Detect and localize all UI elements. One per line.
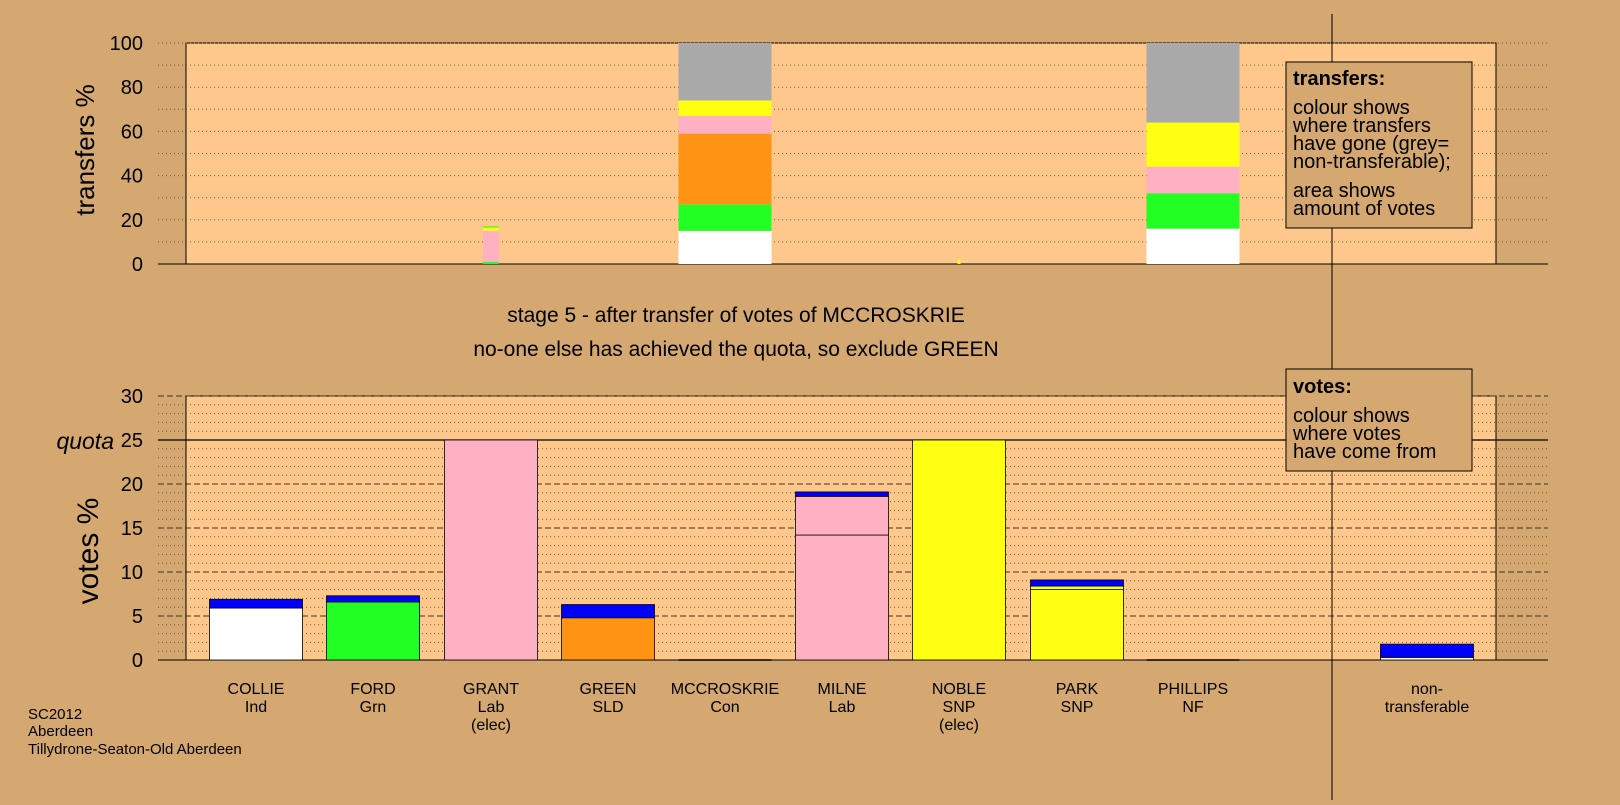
vote-bar-park-yellow: [1030, 589, 1124, 661]
candidate-label-milne-name: MILNE: [818, 681, 867, 698]
transfer-bar-phillips-yellow: [1146, 122, 1240, 167]
candidate-label-milne-party: Lab: [829, 699, 856, 716]
transfer-bar-phillips-pink: [1146, 166, 1240, 194]
transfer-bar-grant-yellow: [483, 227, 499, 231]
transfers-legend-line: where transfers: [1292, 115, 1431, 137]
votes-legend: votes: colour shows where votes have com…: [1285, 368, 1473, 472]
vote-bar-ford-green: [326, 601, 420, 661]
votes-y-axis-label: votes %: [72, 498, 105, 605]
transfers-legend-line: amount of votes: [1293, 198, 1435, 220]
transfers-legend-line: colour shows: [1293, 97, 1410, 119]
footer: SC2012 Aberdeen Tillydrone-Seaton-Old Ab…: [28, 706, 242, 758]
transfers-legend-line: area shows: [1293, 180, 1395, 202]
transfers-legend-line: non-transferable);: [1293, 151, 1451, 173]
candidate-label-phillips-party: NF: [1182, 699, 1204, 716]
votes-tick-label: 25: [121, 430, 143, 452]
footer-line-1: SC2012: [28, 706, 82, 723]
candidate-label-ford-party: Grn: [360, 699, 387, 716]
candidate-label-grant-status: (elec): [471, 717, 511, 734]
votes-tick-label: 10: [121, 562, 143, 584]
transfers-plot-area: [185, 42, 1497, 265]
transfers-legend-line: have gone (grey=: [1293, 133, 1449, 155]
votes-tick-label: 20: [121, 474, 143, 496]
votes-tick-label: 0: [132, 650, 143, 672]
transfers-tick-label: 0: [132, 254, 143, 276]
transfer-bar-phillips-non-transferable: [1146, 43, 1240, 123]
votes-legend-line: colour shows: [1293, 405, 1410, 427]
candidate-label-grant-name: GRANT: [463, 681, 519, 698]
votes-tick-label: 15: [121, 518, 143, 540]
candidate-label-park-party: SNP: [1061, 699, 1094, 716]
footer-line-2: Aberdeen: [28, 723, 93, 740]
vote-bar-non-transferable-blue: [1380, 643, 1474, 658]
vote-bar-collie-white: [209, 607, 303, 661]
vote-bar-milne-pink: [795, 534, 889, 661]
transfer-bar-mccroskrie-non-transferable: [678, 43, 772, 101]
transfer-bar-grant-green: [483, 261, 499, 264]
candidate-label-green-name: GREEN: [580, 681, 637, 698]
vote-bar-green-orange: [561, 617, 655, 661]
transfer-bar-mccroskrie-green: [678, 204, 772, 231]
transfer-bar-phillips-white: [1146, 228, 1240, 264]
candidate-label-collie-party: Ind: [245, 699, 267, 716]
transfer-bar-mccroskrie-white: [678, 230, 772, 264]
stage-title: stage 5 - after transfer of votes of MCC…: [507, 304, 965, 327]
transfers-legend: transfers: colour shows where transfers …: [1285, 61, 1473, 229]
vote-bar-ford-blue: [326, 595, 420, 603]
transfers-tick-label: 80: [121, 77, 143, 99]
votes-tick-label: 5: [132, 606, 143, 628]
votes-legend-line: have come from: [1293, 441, 1436, 463]
transfers-panel: 0 20 40 60 80 100: [110, 33, 1548, 276]
transfer-bar-phillips-green: [1146, 193, 1240, 229]
candidate-label-grant-party: Lab: [478, 699, 505, 716]
vote-bar-green-blue: [561, 604, 655, 619]
transfers-legend-box: [1285, 61, 1473, 229]
candidate-label-non-name: non-: [1411, 681, 1443, 698]
vote-bar-grant-pink: [444, 439, 538, 661]
vote-bar-collie-blue: [209, 598, 303, 609]
transfers-tick-label: 60: [121, 121, 143, 143]
vote-bar-park-blue: [1030, 579, 1124, 587]
candidate-label-park-name: PARK: [1056, 681, 1099, 698]
votes-legend-box: [1285, 368, 1473, 472]
votes-legend-line: where votes: [1292, 423, 1401, 445]
transfers-tick-label: 100: [110, 33, 143, 55]
candidate-label-noble-status: (elec): [939, 717, 979, 734]
votes-legend-title: votes:: [1293, 376, 1352, 398]
transfer-bar-grant-green: [483, 226, 499, 228]
candidate-label-phillips-name: PHILLIPS: [1158, 681, 1228, 698]
transfers-legend-title: transfers:: [1293, 68, 1385, 90]
vote-bar-park-yellow: [1030, 585, 1124, 591]
transfer-bar-noble-yellow: [957, 259, 961, 264]
transfer-bar-grant-pink: [483, 230, 499, 262]
candidate-label-noble-party: SNP: [943, 699, 976, 716]
candidate-label-noble-name: NOBLE: [932, 681, 986, 698]
transfer-bar-mccroskrie-orange: [678, 133, 772, 205]
candidate-label-green-party: SLD: [592, 699, 623, 716]
vote-bar-noble-yellow: [912, 439, 1006, 661]
transfer-bar-mccroskrie-pink: [678, 115, 772, 134]
transfers-tick-label: 20: [121, 210, 143, 232]
candidate-label-mccroskrie-party: Con: [710, 699, 739, 716]
candidate-label-ford-name: FORD: [350, 681, 395, 698]
transfers-y-axis-label: transfers %: [70, 84, 100, 216]
vote-bar-milne-pink: [795, 495, 889, 536]
footer-line-3: Tillydrone-Seaton-Old Aberdeen: [28, 741, 242, 758]
candidate-label-mccroskrie-name: MCCROSKRIE: [671, 681, 779, 698]
votes-panel: 0 5 10 15 20 25 30: [121, 386, 1548, 672]
candidate-label-non-party: transferable: [1385, 699, 1470, 716]
vote-bar-milne-blue: [795, 491, 889, 497]
candidate-labels: COLLIEIndFORDGrnGRANTLab(elec)GREENSLDMC…: [228, 681, 1470, 734]
transfers-tick-label: 40: [121, 166, 143, 188]
votes-tick-label: 30: [121, 386, 143, 408]
candidate-label-collie-name: COLLIE: [228, 681, 285, 698]
quota-label: quota: [56, 428, 114, 454]
stage-subtitle: no-one else has achieved the quota, so e…: [473, 338, 998, 361]
transfer-bar-mccroskrie-yellow: [678, 100, 772, 116]
